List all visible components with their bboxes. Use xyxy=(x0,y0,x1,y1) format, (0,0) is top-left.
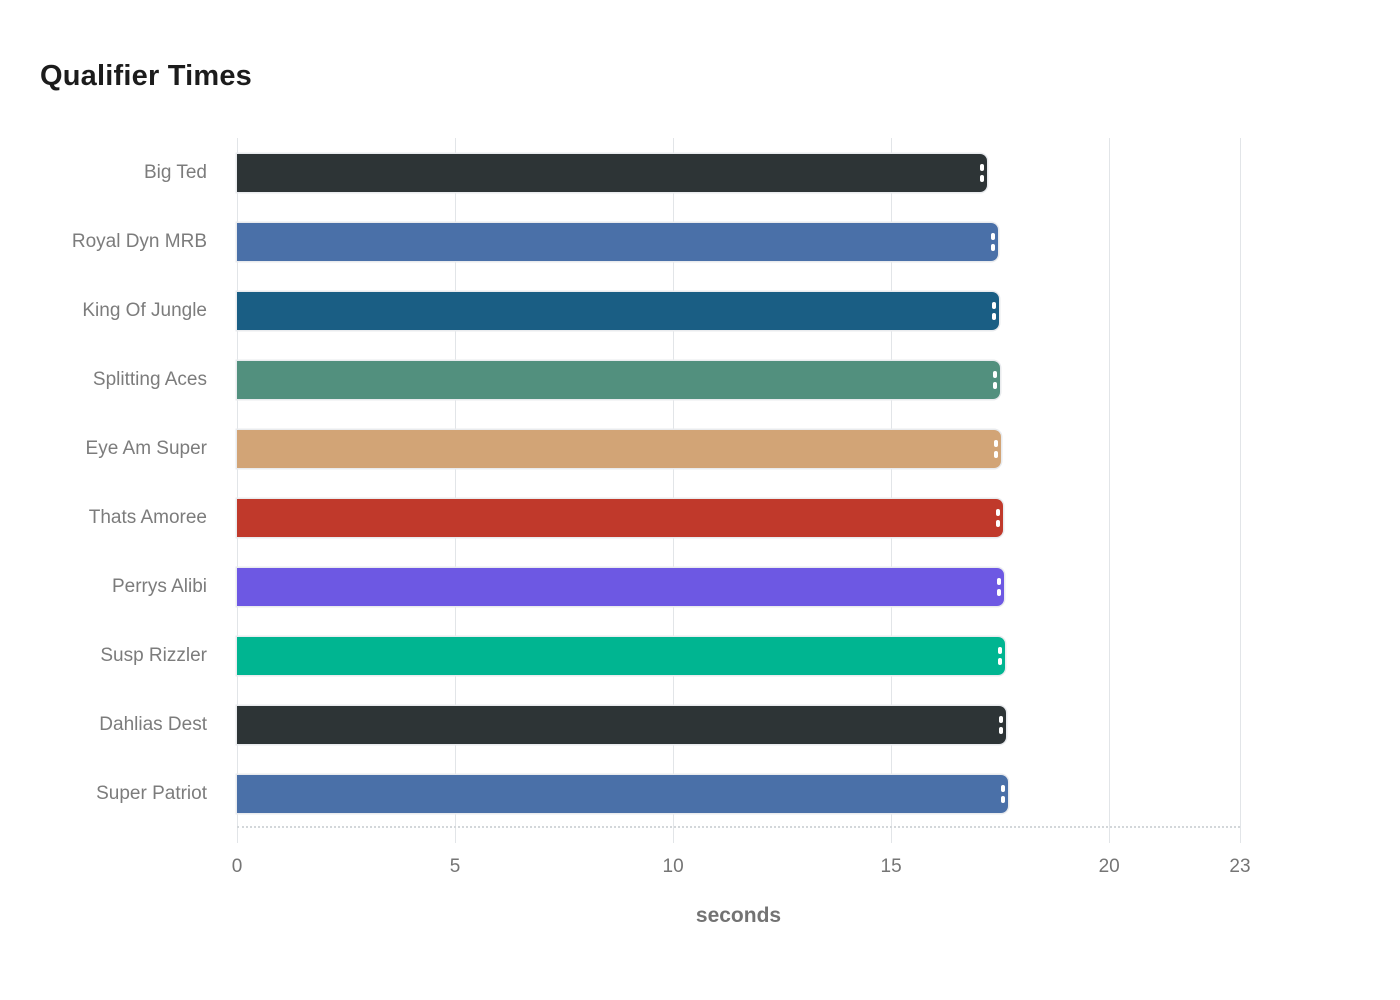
bar-end-notch xyxy=(993,370,998,378)
bar-thats-amoree xyxy=(237,498,1003,537)
bar-royal-dyn-mrb xyxy=(237,222,998,261)
bar-row xyxy=(237,552,1240,621)
gridline-x-10 xyxy=(673,138,675,843)
x-axis-title: seconds xyxy=(695,904,782,927)
bar-end-notch xyxy=(995,519,1000,527)
bar-end-notch xyxy=(980,174,985,182)
bar-end-notch xyxy=(995,508,1000,516)
bar-big-ted xyxy=(237,153,988,192)
x-tick-label-15: 15 xyxy=(880,856,902,877)
bar-row xyxy=(237,621,1240,690)
bar-row xyxy=(237,345,1240,414)
category-label-splitting-aces: Splitting Aces xyxy=(92,368,207,390)
bar-perrys-alibi xyxy=(237,567,1004,606)
bar-end-notch xyxy=(990,243,995,251)
bar-end-notch xyxy=(994,450,999,458)
category-label-king-of-jungle: King Of Jungle xyxy=(82,299,207,321)
x-tick-label-5: 5 xyxy=(449,856,461,877)
bar-end-notch xyxy=(1001,795,1006,803)
bar-end-notch xyxy=(998,657,1003,665)
category-label-thats-amoree: Thats Amoree xyxy=(88,506,207,528)
bar-end-notch xyxy=(999,715,1004,723)
category-label-perrys-alibi: Perrys Alibi xyxy=(111,575,207,597)
bar-eye-am-super xyxy=(237,429,1002,468)
bar-end-notch xyxy=(999,726,1004,734)
bar-end-notch xyxy=(992,301,997,309)
category-label-big-ted: Big Ted xyxy=(143,161,207,183)
bar-end-notch xyxy=(994,439,999,447)
bar-end-notch xyxy=(996,577,1001,585)
category-label-dahlias-dest: Dahlias Dest xyxy=(99,713,207,735)
bar-row xyxy=(237,690,1240,759)
bar-row xyxy=(237,483,1240,552)
gridline-x-15 xyxy=(891,138,893,843)
category-label-susp-rizzler: Susp Rizzler xyxy=(100,644,207,666)
bar-row xyxy=(237,414,1240,483)
bar-end-notch xyxy=(998,646,1003,654)
x-tick-label-20: 20 xyxy=(1098,856,1120,877)
bar-splitting-aces xyxy=(237,360,1001,399)
bar-end-notch xyxy=(996,588,1001,596)
category-label-super-patriot: Super Patriot xyxy=(96,782,207,804)
bar-row xyxy=(237,207,1240,276)
x-tick-label-10: 10 xyxy=(662,856,684,877)
x-tick-label-23: 23 xyxy=(1229,856,1251,877)
bar-king-of-jungle xyxy=(237,291,1000,330)
bar-end-notch xyxy=(990,232,995,240)
bar-super-patriot xyxy=(237,774,1009,813)
gridline-x-20 xyxy=(1109,138,1111,843)
chart-title: Qualifier Times xyxy=(40,60,252,92)
category-label-royal-dyn-mrb: Royal Dyn MRB xyxy=(71,230,207,252)
gridline-x-0 xyxy=(237,138,238,843)
bar-end-notch xyxy=(980,163,985,171)
bar-dahlias-dest xyxy=(237,705,1007,744)
gridline-x-5 xyxy=(455,138,457,843)
bar-end-notch xyxy=(1001,784,1006,792)
bar-susp-rizzler xyxy=(237,636,1006,675)
bar-row xyxy=(237,759,1240,828)
gridline-x-23 xyxy=(1240,138,1241,843)
x-axis-line xyxy=(237,826,1240,828)
x-tick-label-0: 0 xyxy=(231,856,243,877)
category-label-eye-am-super: Eye Am Super xyxy=(85,437,207,459)
plot-area xyxy=(237,138,1241,843)
bar-end-notch xyxy=(992,312,997,320)
bar-row xyxy=(237,276,1240,345)
bar-end-notch xyxy=(993,381,998,389)
bar-row xyxy=(237,138,1240,207)
